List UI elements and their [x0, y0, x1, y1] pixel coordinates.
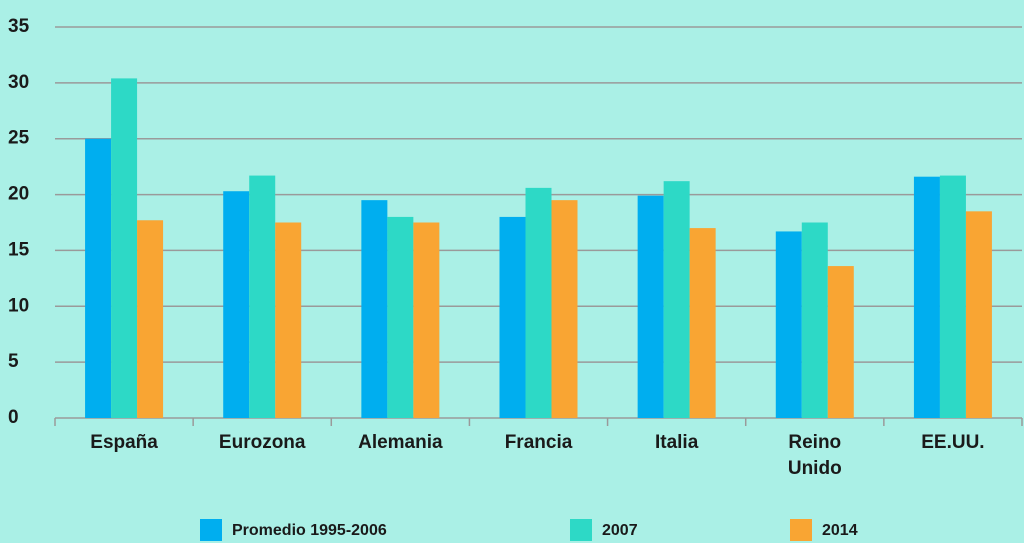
bar — [689, 228, 716, 418]
y-tick-label: 10 — [8, 295, 29, 316]
x-tick-label: Francia — [469, 430, 609, 456]
x-tick-label: Reino Unido — [745, 430, 885, 482]
bar — [413, 222, 440, 418]
bar — [913, 176, 940, 418]
legend-label: Promedio 1995-2006 — [232, 522, 387, 540]
bar — [85, 138, 112, 418]
legend-swatch — [570, 519, 592, 541]
bar — [551, 200, 578, 418]
bar — [249, 175, 276, 418]
x-tick-label: España — [54, 430, 194, 456]
y-tick-label: 20 — [8, 184, 29, 205]
legend-label: 2007 — [602, 522, 638, 540]
bar — [275, 222, 302, 418]
label-text: Eurozona — [218, 432, 306, 453]
bar — [663, 181, 690, 418]
bar — [223, 191, 250, 418]
label-text: Italia — [654, 432, 699, 453]
bar — [827, 266, 854, 418]
label-text: EE.UU. — [921, 432, 985, 453]
x-tick-label: EE.UU. — [883, 430, 1023, 456]
bar — [939, 175, 966, 418]
label-text: España — [90, 432, 158, 453]
y-tick-label: 35 — [8, 16, 30, 37]
bar — [801, 222, 828, 418]
bar — [137, 220, 164, 418]
bar — [387, 216, 414, 418]
legend-label: 2014 — [822, 522, 858, 540]
bar — [637, 195, 664, 418]
bar — [775, 231, 802, 418]
label-text: Promedio 1995-2006 — [232, 522, 387, 539]
x-tick-label: Alemania — [330, 430, 470, 456]
y-tick-label: 5 — [8, 351, 19, 372]
y-tick-label: 25 — [8, 128, 30, 149]
bar — [499, 216, 526, 418]
label-text: 2014 — [822, 522, 858, 539]
bar — [965, 211, 992, 418]
x-tick-label: Eurozona — [192, 430, 332, 456]
label-text: Francia — [504, 432, 573, 453]
y-tick-label: 0 — [8, 407, 19, 428]
y-tick-label: 30 — [8, 72, 29, 93]
y-tick-label: 15 — [8, 239, 30, 260]
bar — [111, 78, 138, 418]
x-tick-label: Italia — [607, 430, 747, 456]
bar — [361, 200, 388, 418]
bar — [525, 187, 552, 418]
label-text: Alemania — [358, 432, 443, 453]
label-text: Reino Unido — [787, 432, 842, 479]
legend-swatch — [200, 519, 222, 541]
label-text: 2007 — [602, 522, 638, 539]
legend-swatch — [790, 519, 812, 541]
